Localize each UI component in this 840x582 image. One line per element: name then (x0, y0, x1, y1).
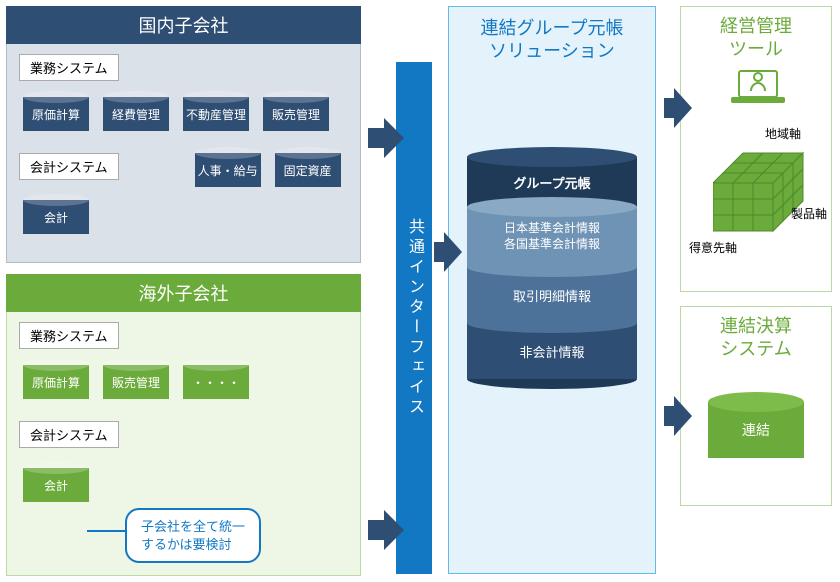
domestic-panel: 国内子会社 業務システム 原価計算 経費管理 不動産管理 販売管理 会計システム… (6, 6, 361, 261)
cyl-sales: 販売管理 (263, 97, 329, 131)
mgmt-tool-panel: 経営管理 ツール 地域軸 製品軸 得意先軸 (680, 6, 832, 292)
overseas-biz-label: 業務システム (19, 322, 119, 349)
laptop-icon (731, 67, 785, 111)
arrow-to-mgmt (674, 88, 692, 128)
domestic-acct-label: 会計システム (19, 153, 119, 180)
callout-connector (87, 530, 125, 532)
arrow-to-consol (674, 396, 692, 436)
axis-product: 製品軸 (791, 205, 827, 222)
cyl-assets: 固定資産 (275, 153, 341, 187)
cyl-hr: 人事・給与 (195, 153, 261, 187)
domestic-body: 業務システム 原価計算 経費管理 不動産管理 販売管理 会計システム 会計 人事… (6, 44, 361, 263)
cyl-acct: 会計 (23, 200, 89, 234)
overseas-acct-label: 会計システム (19, 421, 119, 448)
ledger-title: 連結グループ元帳 ソリューション (449, 7, 655, 70)
overseas-callout: 子会社を全て統一 するかは要検討 (125, 508, 261, 563)
overseas-title: 海外子会社 (6, 274, 361, 312)
axis-region: 地域軸 (765, 125, 801, 142)
ov-cyl-etc: ・・・・ (183, 365, 249, 399)
consolidation-cyl: 連結 (708, 402, 804, 458)
interface-label: 共通インターフェイス (402, 218, 426, 418)
axis-customer: 得意先軸 (689, 239, 737, 256)
cyl-expense: 経費管理 (103, 97, 169, 131)
cyl-realest: 不動産管理 (183, 97, 249, 131)
ov-cyl-sales: 販売管理 (103, 365, 169, 399)
consolidation-title: 連結決算 システム (681, 307, 831, 366)
arrow-domestic (384, 118, 404, 158)
overseas-body: 業務システム 原価計算 販売管理 ・・・・ 会計システム 会計 子会社を全て統一… (6, 312, 361, 576)
domestic-title: 国内子会社 (6, 6, 361, 44)
consolidation-panel: 連結決算 システム 連結 (680, 306, 832, 506)
db-seg-3: 非会計情報 (467, 323, 637, 379)
cyl-cost: 原価計算 (23, 97, 89, 131)
group-ledger-db: グループ元帳 日本基準会計情報 各国基準会計情報 取引明細情報 非会計情報 (467, 157, 637, 379)
mgmt-title: 経営管理 ツール (681, 7, 831, 66)
arrow-overseas (384, 510, 404, 550)
ledger-panel: 連結グループ元帳 ソリューション グループ元帳 日本基準会計情報 各国基準会計情… (448, 6, 656, 574)
arrow-to-ledger (444, 232, 462, 272)
overseas-panel: 海外子会社 業務システム 原価計算 販売管理 ・・・・ 会計システム 会計 子会… (6, 274, 361, 574)
ov-cyl-acct: 会計 (23, 468, 89, 502)
ov-cyl-cost: 原価計算 (23, 365, 89, 399)
domestic-biz-label: 業務システム (19, 54, 119, 81)
